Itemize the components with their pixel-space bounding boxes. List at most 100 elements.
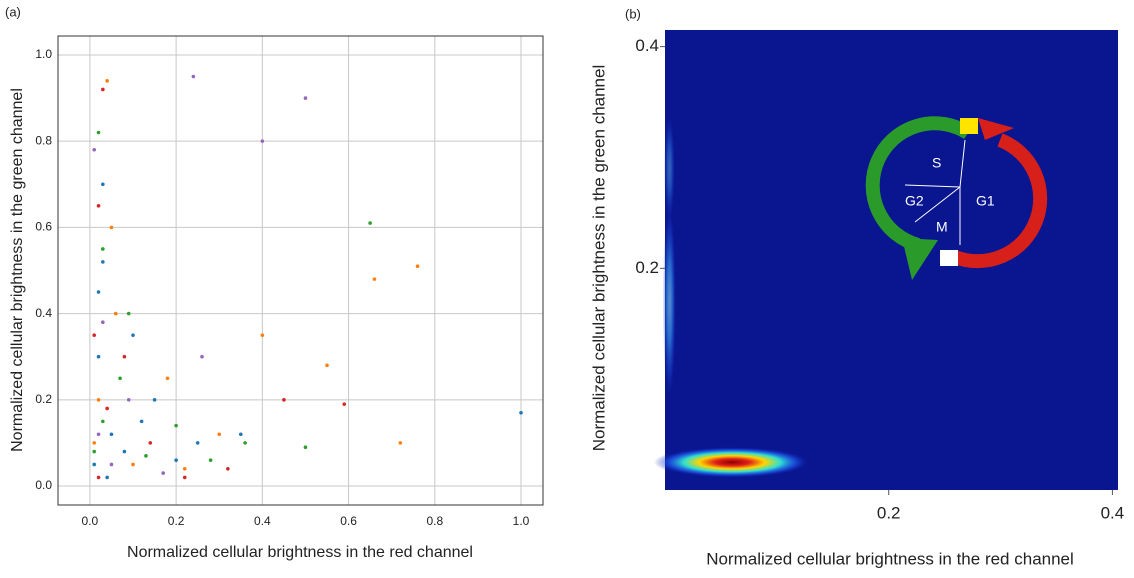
- panel-label: (a): [5, 4, 21, 19]
- y-tick-label: 1.0: [35, 47, 52, 61]
- x-axis-title: Normalized cellular brightness in the re…: [127, 544, 473, 561]
- point: [122, 354, 127, 359]
- point: [101, 320, 105, 325]
- x-tick-label: 0.4: [254, 514, 271, 528]
- point: [208, 458, 213, 462]
- x-tick-label: 0.2: [877, 503, 901, 522]
- divider: [959, 139, 966, 188]
- point: [368, 221, 372, 225]
- point: [101, 247, 105, 251]
- point: [118, 376, 122, 381]
- point: [161, 471, 165, 475]
- point: [148, 441, 153, 445]
- point: [96, 204, 101, 208]
- point: [282, 398, 286, 402]
- point: [325, 363, 329, 368]
- plot-background: [665, 30, 1118, 490]
- x-tick-label: 1.0: [513, 514, 530, 528]
- point: [144, 454, 148, 458]
- point: [131, 462, 135, 467]
- point: [96, 475, 101, 480]
- point: [122, 449, 127, 454]
- point: [92, 441, 97, 445]
- x-tick-label: 0.8: [426, 514, 443, 528]
- arrowhead: [978, 118, 1014, 140]
- y-tick-label: 0.4: [35, 306, 52, 320]
- point: [165, 376, 170, 381]
- point: [226, 466, 230, 471]
- point: [101, 260, 105, 264]
- plot-border: [57, 35, 544, 506]
- point: [126, 398, 131, 402]
- phase-label: S: [932, 155, 941, 171]
- point: [182, 466, 187, 471]
- point: [92, 148, 97, 152]
- point: [195, 441, 200, 445]
- marker: [960, 118, 978, 134]
- point: [243, 441, 247, 445]
- x-tick-label: 0.6: [340, 514, 357, 528]
- point: [92, 333, 97, 337]
- point: [519, 410, 523, 415]
- point: [92, 462, 97, 467]
- x-tick-label: 0.4: [1101, 503, 1125, 522]
- point: [126, 311, 131, 316]
- y-tick-label: 0.0: [35, 478, 52, 492]
- point: [260, 139, 265, 143]
- point: [139, 419, 144, 424]
- point: [96, 398, 101, 402]
- x-tick-label: 0.0: [82, 514, 99, 528]
- point: [109, 225, 114, 230]
- density-blob: [662, 201, 677, 402]
- point: [109, 462, 114, 467]
- point: [398, 441, 403, 445]
- plot: 0.0 0.2 0.4 0.6 0.8 1.0 0.0 0.2 0.4 0.6 0.8 1.0: [35, 35, 544, 528]
- density-blob: [663, 113, 676, 224]
- y-tick-label: 0.4: [635, 36, 659, 55]
- point: [174, 423, 178, 428]
- density-blob: [653, 446, 811, 478]
- y-tick-label: 0.6: [35, 220, 52, 234]
- point: [105, 475, 109, 480]
- x-tick-label: 0.2: [168, 514, 185, 528]
- y-tick-label: 0.2: [35, 392, 52, 406]
- point: [174, 458, 178, 462]
- point: [342, 402, 347, 406]
- point: [101, 419, 105, 424]
- plot: 0.2 0.4 0.2 0.4: [635, 30, 1124, 522]
- arrow-r: [952, 133, 1048, 269]
- point: [182, 475, 187, 480]
- point: [109, 432, 114, 437]
- point: [152, 398, 157, 402]
- y-axis-title: Normalized cellular brightness in the gr…: [9, 88, 26, 452]
- marker: [940, 250, 958, 266]
- point: [238, 432, 243, 437]
- panel-label: (b): [625, 6, 641, 21]
- arrow-g: [865, 116, 972, 252]
- point: [101, 87, 105, 92]
- phase-label: G1: [976, 193, 995, 209]
- phase-label: M: [936, 219, 948, 235]
- y-axis-title: Normalized cellular brightness in the gr…: [589, 65, 608, 452]
- point: [105, 406, 109, 411]
- point: [200, 354, 204, 359]
- point: [92, 449, 97, 454]
- x-axis-title: Normalized cellular brightness in the re…: [706, 549, 1074, 568]
- arrowhead: [902, 238, 938, 280]
- point: [113, 311, 118, 316]
- point: [96, 130, 101, 135]
- y-tick-label: 0.2: [635, 258, 659, 277]
- point: [191, 74, 196, 79]
- phase-label: G2: [905, 193, 924, 209]
- point: [105, 79, 109, 83]
- point: [101, 182, 105, 187]
- point: [217, 432, 222, 437]
- point: [303, 96, 308, 100]
- point: [372, 277, 377, 281]
- point: [303, 445, 308, 450]
- point: [96, 290, 101, 294]
- point: [415, 264, 420, 268]
- point: [131, 333, 135, 337]
